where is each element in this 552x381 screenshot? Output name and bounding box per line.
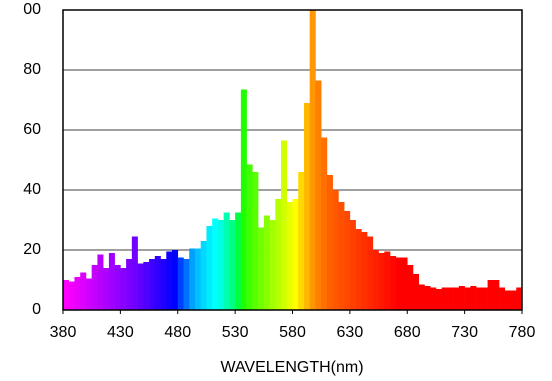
bar <box>131 236 138 310</box>
x-tick-label: 480 <box>164 324 191 341</box>
bar <box>361 232 368 310</box>
bar <box>114 265 121 310</box>
bar <box>269 220 276 310</box>
bar <box>154 256 161 310</box>
bar <box>183 259 190 310</box>
y-tick-label: 40 <box>23 181 41 198</box>
bar <box>194 248 201 310</box>
bar <box>108 253 115 310</box>
bar <box>160 259 167 310</box>
bar <box>281 140 288 310</box>
bar <box>499 287 506 310</box>
bar <box>315 80 322 310</box>
y-tick-label: 20 <box>23 241 41 258</box>
bar <box>303 103 311 310</box>
bar <box>395 257 402 310</box>
bar <box>435 289 442 310</box>
bar <box>430 287 437 310</box>
bar <box>74 277 81 310</box>
bar <box>298 172 305 310</box>
bar <box>200 241 207 310</box>
y-tick-label: 60 <box>23 121 41 138</box>
bar <box>349 220 356 310</box>
bar <box>229 220 236 310</box>
bar <box>384 251 391 310</box>
bar <box>504 290 511 310</box>
y-tick-label: 0 <box>32 301 41 318</box>
bar <box>292 199 299 310</box>
bar <box>149 259 156 310</box>
bar <box>378 253 385 310</box>
bar <box>172 250 179 310</box>
bar <box>424 286 431 310</box>
bar <box>418 284 425 310</box>
bar <box>493 280 500 310</box>
bar <box>103 268 110 310</box>
bar <box>326 175 333 310</box>
x-tick-label: 730 <box>451 324 478 341</box>
x-tick-label: 580 <box>279 324 306 341</box>
y-tick-label: 00 <box>23 1 41 18</box>
bar <box>458 286 465 310</box>
bar <box>68 281 75 310</box>
bar <box>263 215 270 310</box>
bar <box>332 190 339 310</box>
bar <box>206 226 213 310</box>
bar <box>126 259 133 310</box>
bar <box>189 248 196 310</box>
x-axis-label: WAVELENGTH(nm) <box>220 359 363 376</box>
bar <box>401 257 408 310</box>
bar <box>412 274 420 310</box>
bar <box>338 202 345 310</box>
x-tick-label: 680 <box>394 324 421 341</box>
x-tick-label: 530 <box>222 324 249 341</box>
bar <box>252 172 259 310</box>
bar <box>80 272 87 310</box>
bar <box>367 236 374 310</box>
plot-border <box>62 9 523 311</box>
bar <box>481 287 488 310</box>
bar <box>470 286 477 310</box>
bar <box>258 227 265 310</box>
bar <box>344 211 351 310</box>
x-tick-label: 780 <box>509 324 536 341</box>
bar <box>212 218 219 310</box>
bar <box>246 164 253 310</box>
bar <box>166 251 173 310</box>
bar <box>372 250 379 310</box>
bar <box>390 256 397 310</box>
bar <box>355 229 362 310</box>
x-tick-label: 630 <box>337 324 364 341</box>
bar <box>223 212 230 310</box>
bar <box>487 280 494 310</box>
bar <box>510 290 517 310</box>
bar <box>91 265 98 310</box>
bar <box>275 199 282 310</box>
bar <box>85 278 92 310</box>
bar <box>464 287 471 310</box>
bar <box>516 287 523 310</box>
bar <box>476 287 483 310</box>
y-tick-label: 80 <box>23 61 41 78</box>
bar <box>143 262 150 310</box>
bar <box>407 265 414 310</box>
bar <box>447 287 454 310</box>
bar <box>217 220 224 310</box>
bar <box>441 287 448 310</box>
bar <box>453 287 460 310</box>
bar <box>309 10 316 310</box>
bar <box>286 202 293 310</box>
bar <box>240 89 247 310</box>
x-tick-label: 430 <box>107 324 134 341</box>
x-tick-label: 380 <box>50 324 77 341</box>
bar <box>177 257 184 310</box>
bar <box>120 268 127 310</box>
bar <box>137 263 144 310</box>
bar <box>235 212 242 310</box>
bar <box>63 280 70 310</box>
bar <box>97 254 104 310</box>
bar <box>321 137 328 310</box>
